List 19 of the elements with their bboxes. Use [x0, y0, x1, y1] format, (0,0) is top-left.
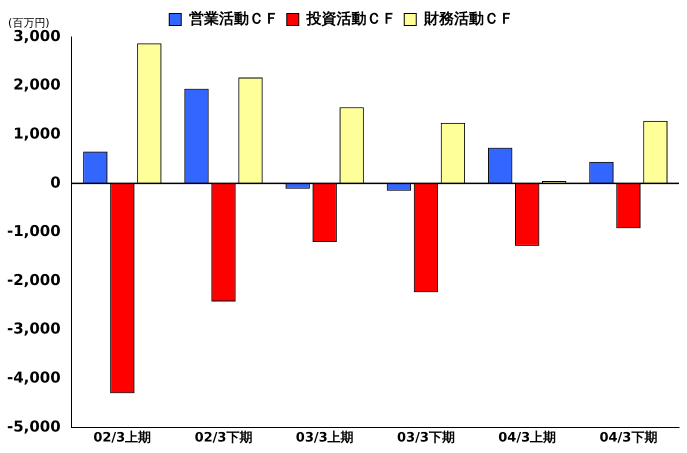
y-axis-title: (百万円) [8, 16, 50, 30]
y-tick-label: 0 [50, 173, 61, 192]
y-tick-label: -3,000 [7, 320, 61, 338]
y-tick-label: 1,000 [13, 124, 61, 142]
x-tick-label: 03/3上期 [296, 430, 354, 446]
legend-label: 投資活動ＣＦ [305, 9, 396, 28]
y-tick-label: 3,000 [13, 26, 61, 45]
y-tick-label: 2,000 [13, 76, 61, 94]
y-tick-label: -2,000 [7, 270, 61, 289]
x-tick-label: 02/3下期 [194, 430, 252, 446]
y-tick-label: -1,000 [7, 222, 61, 240]
y-tick-label: -5,000 [7, 417, 61, 436]
x-tick-label: 03/3下期 [397, 430, 455, 446]
x-tick-label: 04/3上期 [498, 430, 556, 446]
x-tick-label: 02/3上期 [93, 430, 152, 446]
legend-label: 財務活動ＣＦ [422, 9, 514, 28]
y-tick-label: -4,000 [7, 368, 61, 386]
legend-label: 営業活動ＣＦ [188, 9, 279, 28]
x-tick-label: 04/3下期 [599, 430, 658, 446]
